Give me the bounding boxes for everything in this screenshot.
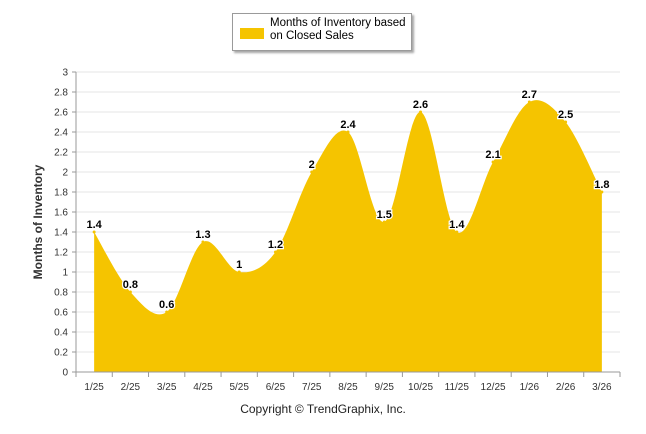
data-label: 1.2 <box>268 239 283 251</box>
data-point <box>165 310 169 314</box>
y-tick-label: 2.6 <box>54 108 68 119</box>
legend-swatch <box>240 28 264 39</box>
y-tick-label: 1 <box>62 268 68 279</box>
data-label: 1.4 <box>86 219 102 231</box>
y-tick-label: 1.8 <box>54 188 68 199</box>
data-label: 2.1 <box>485 149 500 161</box>
y-tick-label: 0.2 <box>54 348 68 359</box>
data-label: 2.6 <box>413 99 428 111</box>
data-label: 2.5 <box>558 109 573 121</box>
y-tick-label: 1.4 <box>54 228 68 239</box>
copyright-text: Copyright © TrendGraphix, Inc. <box>240 402 406 416</box>
data-point <box>455 230 459 234</box>
x-tick-label: 2/25 <box>121 382 141 393</box>
data-point <box>273 250 277 254</box>
y-tick-label: 2 <box>62 168 68 179</box>
data-label: 1.3 <box>195 229 210 241</box>
data-label: 2.7 <box>522 89 537 101</box>
x-tick-label: 10/25 <box>408 382 433 393</box>
x-tick-label: 5/25 <box>229 382 249 393</box>
data-point <box>564 120 568 124</box>
data-point <box>346 130 350 134</box>
data-label: 1.5 <box>377 209 392 221</box>
y-tick-label: 1.2 <box>54 248 68 259</box>
x-tick-label: 1/26 <box>520 382 540 393</box>
x-tick-label: 6/25 <box>266 382 286 393</box>
data-label: 0.8 <box>123 279 138 291</box>
x-tick-label: 3/26 <box>592 382 612 393</box>
x-tick-label: 3/25 <box>157 382 177 393</box>
y-tick-label: 0 <box>62 368 68 379</box>
data-point <box>600 190 604 194</box>
data-label: 1.4 <box>449 219 465 231</box>
y-tick-label: 1.6 <box>54 208 68 219</box>
y-tick-label: 2.4 <box>54 128 68 139</box>
y-tick-label: 2.8 <box>54 88 68 99</box>
x-tick-label: 11/25 <box>445 382 470 393</box>
data-label: 0.6 <box>159 299 174 311</box>
x-tick-label: 7/25 <box>302 382 322 393</box>
data-point <box>527 100 531 104</box>
data-point <box>310 170 314 174</box>
x-tick-label: 9/25 <box>375 382 395 393</box>
y-tick-label: 0.8 <box>54 288 68 299</box>
legend: Months of Inventory based on Closed Sale… <box>232 13 412 51</box>
x-tick-label: 12/25 <box>481 382 506 393</box>
data-point <box>382 220 386 224</box>
series-area <box>94 100 602 373</box>
data-point <box>237 270 241 274</box>
y-tick-label: 2.2 <box>54 148 68 159</box>
data-point <box>491 160 495 164</box>
y-tick-label: 0.4 <box>54 328 68 339</box>
data-label: 1.8 <box>594 179 609 191</box>
x-tick-label: 8/25 <box>338 382 358 393</box>
x-tick-label: 4/25 <box>193 382 213 393</box>
data-point <box>128 290 132 294</box>
data-point <box>92 230 96 234</box>
data-label: 1 <box>236 259 242 271</box>
data-point <box>419 110 423 114</box>
legend-label: Months of Inventory based on Closed Sale… <box>270 17 406 42</box>
data-label: 2 <box>309 159 315 171</box>
y-tick-label: 3 <box>62 68 68 79</box>
x-tick-label: 1/25 <box>84 382 104 393</box>
x-tick-label: 2/26 <box>556 382 576 393</box>
y-tick-label: 0.6 <box>54 308 68 319</box>
data-point <box>201 240 205 244</box>
data-label: 2.4 <box>340 119 356 131</box>
